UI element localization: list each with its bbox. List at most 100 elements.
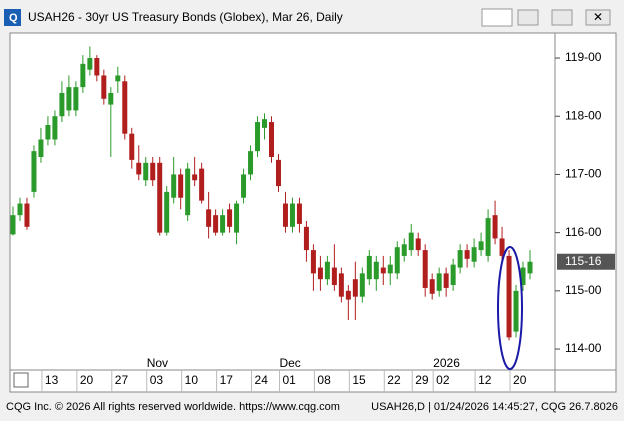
- candle-body: [115, 75, 121, 82]
- candle-body: [373, 261, 379, 280]
- month-label: Dec: [279, 356, 300, 370]
- candle-body: [101, 75, 107, 99]
- plot: 114-00 115-00 116-00 117-00 118-00 119-00 115-…: [10, 46, 615, 392]
- candle-body: [471, 247, 477, 262]
- close-button[interactable]: [585, 9, 611, 26]
- month-label: 2026: [433, 356, 460, 370]
- candle-body: [394, 247, 400, 274]
- y-tick-label: 114-00: [565, 341, 602, 355]
- candle-body: [443, 273, 449, 288]
- candle-body: [415, 238, 421, 251]
- candle-body: [73, 87, 79, 111]
- candle-body: [87, 58, 93, 70]
- x-tick-label: 20: [80, 373, 94, 387]
- candle-body: [310, 250, 316, 274]
- candle-body: [241, 174, 247, 198]
- candle-body: [171, 174, 177, 198]
- y-tick-label: 115-00: [565, 283, 602, 297]
- candle-body: [401, 244, 407, 256]
- x-tick-label: 15: [352, 373, 366, 387]
- candle-body: [80, 63, 86, 88]
- x-tick-label: 29: [415, 373, 429, 387]
- candle-body: [450, 264, 456, 286]
- candle-body: [269, 122, 274, 157]
- candle-body: [338, 273, 344, 297]
- candle-body: [178, 174, 184, 198]
- candle-body: [275, 159, 281, 187]
- candle-body: [380, 267, 386, 274]
- maximize-button[interactable]: [551, 9, 573, 26]
- candle-body: [331, 267, 337, 286]
- candle-body: [136, 162, 142, 175]
- x-tick-label: 22: [387, 373, 401, 387]
- candle-body: [213, 215, 219, 233]
- x-tick-label: 02: [436, 373, 450, 387]
- candle-body: [31, 151, 37, 192]
- candle-body: [185, 168, 191, 216]
- candle-body: [422, 250, 428, 288]
- candle-body: [408, 232, 414, 251]
- scroll-box[interactable]: [13, 372, 29, 388]
- candle-body: [429, 279, 435, 294]
- candle-body: [17, 203, 23, 216]
- last-price-box: [557, 253, 615, 270]
- candle-body: [108, 92, 114, 105]
- candle-body: [192, 174, 198, 181]
- candle-body: [157, 162, 163, 233]
- candle-body: [45, 124, 51, 140]
- x-tick-label: 12: [478, 373, 492, 387]
- x-tick-label: 24: [255, 373, 269, 387]
- window-title: USAH26 - 30yr US Treasury Bonds (Globex)…: [28, 10, 343, 24]
- footer-left: CQG Inc. © 2026 All rights reserved worl…: [6, 401, 340, 413]
- last-price-label: 115-16: [565, 254, 602, 268]
- candle-body: [164, 191, 170, 233]
- app-icon-glyph: Q: [9, 12, 18, 24]
- candle-body: [478, 241, 484, 251]
- candle-body: [345, 290, 351, 300]
- highlight-ellipse: [497, 246, 523, 370]
- candle-body: [150, 162, 156, 181]
- candle-body: [122, 81, 128, 134]
- minimize-button[interactable]: [517, 9, 539, 26]
- x-tick-label: 03: [150, 373, 164, 387]
- y-tick-label: 118-00: [565, 108, 602, 122]
- footer-right: USAH26,D | 01/24/2026 14:45:27, CQG 26.7…: [371, 401, 618, 413]
- candle-body: [262, 119, 268, 128]
- candle-body: [359, 273, 365, 297]
- link-button[interactable]: [481, 8, 513, 27]
- candle-body: [10, 215, 16, 235]
- candle-body: [303, 226, 309, 251]
- candle-body: [248, 151, 254, 175]
- candle-body: [66, 87, 72, 111]
- candle-body: [513, 290, 519, 332]
- candle-body: [129, 133, 135, 160]
- x-tick-label: 17: [220, 373, 234, 387]
- app-icon: [4, 9, 21, 26]
- y-tick-label: 116-00: [565, 225, 602, 239]
- x-tick-label: 27: [115, 373, 129, 387]
- candle-body: [387, 264, 393, 274]
- candle-body: [324, 261, 330, 280]
- candle-body: [436, 273, 442, 291]
- x-tick-label: 01: [282, 373, 296, 387]
- candle-body: [227, 209, 233, 227]
- candle-body: [59, 92, 65, 117]
- candle-body: [94, 58, 100, 76]
- candle-body: [520, 267, 526, 286]
- candle-body: [24, 203, 30, 227]
- candle-body: [282, 203, 288, 227]
- candle-body: [289, 203, 295, 227]
- chart-area: [9, 32, 617, 393]
- x-tick-label: 08: [317, 373, 331, 387]
- x-tick-label: 10: [185, 373, 199, 387]
- candle-body: [38, 139, 44, 157]
- candle-body: [220, 215, 226, 233]
- x-tick-label: 20: [513, 373, 527, 387]
- candle-body: [143, 162, 149, 181]
- candle-body: [317, 267, 323, 280]
- month-label: Nov: [147, 356, 168, 370]
- candle-body: [499, 238, 505, 256]
- y-tick-label: 117-00: [565, 167, 602, 181]
